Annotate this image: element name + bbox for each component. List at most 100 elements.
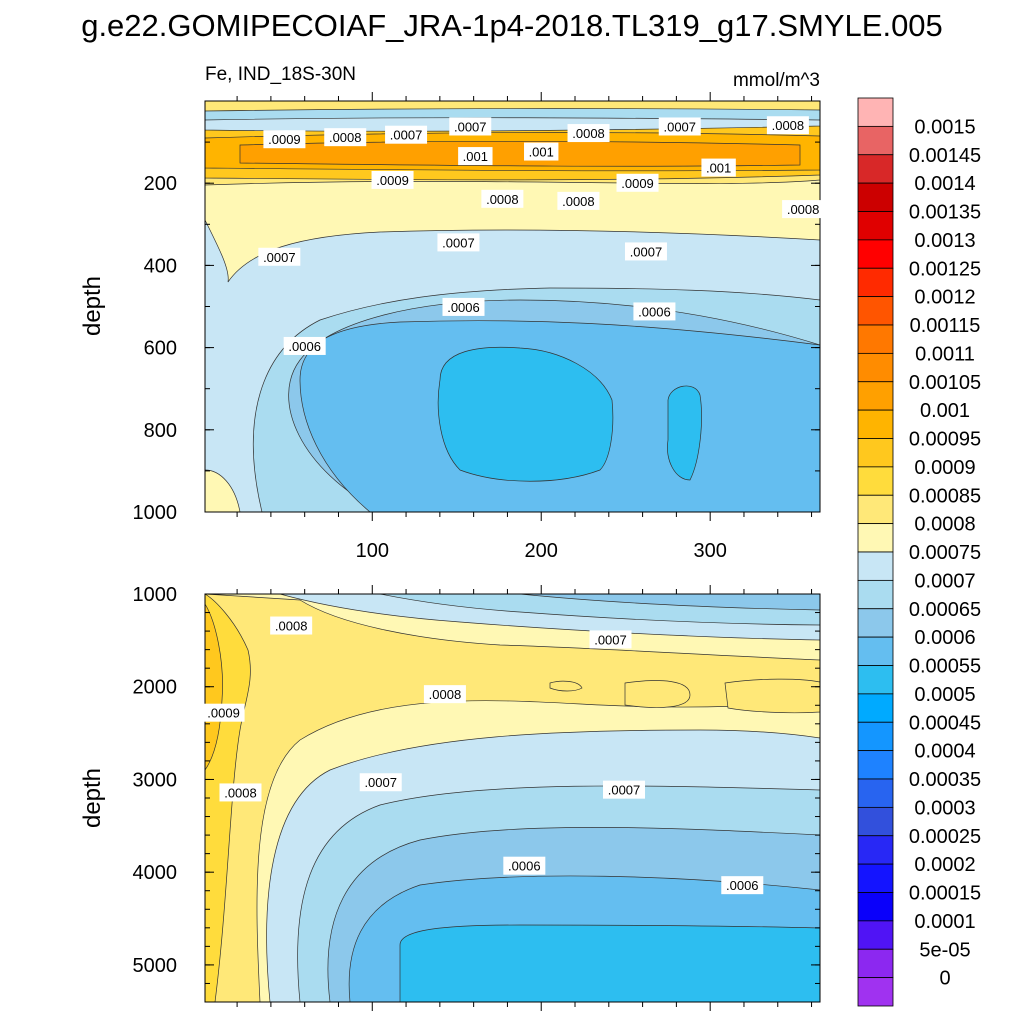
contour-label-text: .0006 [447,300,480,315]
colorbar-swatch [857,579,894,610]
colorbar-swatch [857,409,894,439]
contour-label: .0008 [557,191,600,210]
y-tick-label: 400 [144,255,177,277]
colorbar-swatch [857,296,894,326]
colorbar-swatch [857,835,894,865]
chart-title: g.e22.GOMIPECOIAF_JRA-1p4-2018.TL319_g17… [81,8,943,43]
contour-label: .0007 [449,117,492,136]
lower-y-axis-label: depth [79,768,106,828]
colorbar-label: 0.00065 [909,599,981,621]
contour-label: .0008 [270,616,313,635]
lower-filled-contours [205,594,820,1002]
colorbar-label: 0.0011 [915,343,975,365]
contour-label: .0006 [442,297,485,316]
upper-ticks: 200 400 600 800 1000 100 200 300 [133,92,820,562]
y-tick-label: 600 [144,338,177,360]
colorbar-label: 0.0004 [914,741,975,763]
contour-label-text: .0006 [288,339,321,354]
colorbar-label: 5e-05 [919,939,970,961]
contour-label-bg [624,242,667,261]
contour-label-bg [524,142,559,161]
contour-label-text: .0008 [429,687,462,702]
colorbar-swatch [857,551,894,581]
contour-label-text: .0009 [376,173,409,188]
colorbar-label: 0.00025 [909,826,981,848]
contour-label-text: .0008 [275,619,308,634]
colorbar-label: 0.0013 [914,230,975,252]
colorbar: 0.0015 0.00145 0.0014 0.00135 0.0013 0.00125 0… [857,97,981,1007]
contour-label-bg [603,780,646,799]
contour-label-bg [324,128,367,147]
contour-label-bg [283,336,326,355]
colorbar-swatch [857,239,894,269]
colorbar-swatch [857,267,894,298]
contour-label-text: .0008 [224,785,257,800]
contour-label: .0008 [766,116,809,135]
y-tick-label: 1000 [133,584,178,606]
colorbar-label: 0.00015 [909,883,981,905]
upper-contour-labels: .0009 .0008 .0007 .0007 .0008 .0007 .0008 .001.… [258,116,825,355]
colorbar-label: 0.00125 [909,258,981,280]
colorbar-swatch [857,324,894,354]
contour-label-bg [567,124,610,143]
colorbar-label: 0.00115 [910,315,981,337]
colorbar-swatch [857,154,894,184]
colorbar-swatch [857,494,894,525]
contour-label-bg [270,616,313,635]
colorbar-label: 0.00145 [909,145,981,167]
colorbar-label: 0.0012 [914,287,975,309]
contour-label: .0009 [263,130,306,149]
colorbar-swatch [857,381,894,411]
contour-label-text: .0008 [787,202,820,217]
colorbar-swatch [857,97,894,127]
x-tick-label: 300 [693,540,726,562]
contour-label: .0007 [589,630,632,649]
colorbar-swatch [857,948,894,979]
contour-label-text: .0007 [454,119,487,134]
contour-label-bg [701,158,736,177]
contour-label: .0009 [371,170,414,189]
contour-label-text: .0007 [663,119,696,134]
colorbar-swatch [857,182,894,212]
contour-label-bg [423,685,466,704]
upper-y-axis-label: depth [79,276,106,336]
colorbar-swatch [857,523,894,553]
colorbar-label: 0.0014 [914,173,975,195]
colorbar-label: 0.001 [920,400,970,422]
lower-ticks: 1000 2000 3000 4000 5000 [133,584,820,1011]
contour-label: .0006 [283,336,326,355]
colorbar-label: 0.0003 [914,797,975,819]
contour-label: .0009 [616,173,659,192]
contour-label: .0008 [324,128,367,147]
colorbar-swatch [857,438,894,468]
contour-label-text: .0007 [364,775,397,790]
contour-label: .0007 [359,773,402,792]
y-tick-label: 800 [144,420,177,442]
contour-label-text: .0007 [630,244,663,259]
contour-label: .0006 [721,876,764,895]
contour-label-text: .0009 [268,132,301,147]
contour-label-text: .0009 [621,176,654,191]
contour-label: .001 [458,147,493,166]
colorbar-label: 0.0015 [914,116,975,138]
contour-label: .0008 [219,783,262,802]
contour-label-text: .001 [706,161,731,176]
colorbar-label: 0.00105 [909,372,981,394]
contour-label-text: .001 [463,149,488,164]
colorbar-label: 0.0008 [914,514,975,536]
contour-label-bg [449,117,492,136]
contour-label-bg [371,170,414,189]
contour-label: .0008 [782,200,825,219]
colorbar-label: 0.0002 [914,854,975,876]
colorbar-label: 0.00075 [909,542,981,564]
contour-label-bg [766,116,809,135]
chart-subtitle-left: Fe, IND_18S-30N [205,64,356,85]
colorbar-swatch [857,920,894,950]
y-tick-label: 4000 [133,862,178,884]
colorbar-label: 0.0006 [914,627,975,649]
colorbar-label: 0 [939,968,950,990]
colorbar-swatch [857,778,894,808]
contour-label-bg [658,117,701,136]
colorbar-label: 0.0007 [914,570,975,592]
contour-label: .0007 [437,233,480,252]
